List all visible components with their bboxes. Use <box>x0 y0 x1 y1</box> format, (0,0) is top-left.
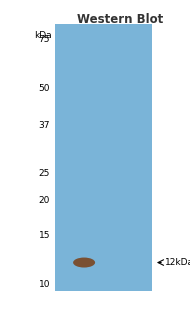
Text: 25: 25 <box>39 169 50 178</box>
Text: 75: 75 <box>39 35 50 44</box>
Text: 50: 50 <box>39 84 50 93</box>
Bar <box>55 24 152 291</box>
Text: 37: 37 <box>39 121 50 130</box>
Text: 12kDa: 12kDa <box>165 258 190 267</box>
Text: 10: 10 <box>39 280 50 289</box>
Text: Western Blot: Western Blot <box>77 13 163 26</box>
Ellipse shape <box>73 257 95 268</box>
Text: 20: 20 <box>39 196 50 205</box>
Text: kDa: kDa <box>34 31 52 40</box>
Text: 15: 15 <box>39 231 50 240</box>
